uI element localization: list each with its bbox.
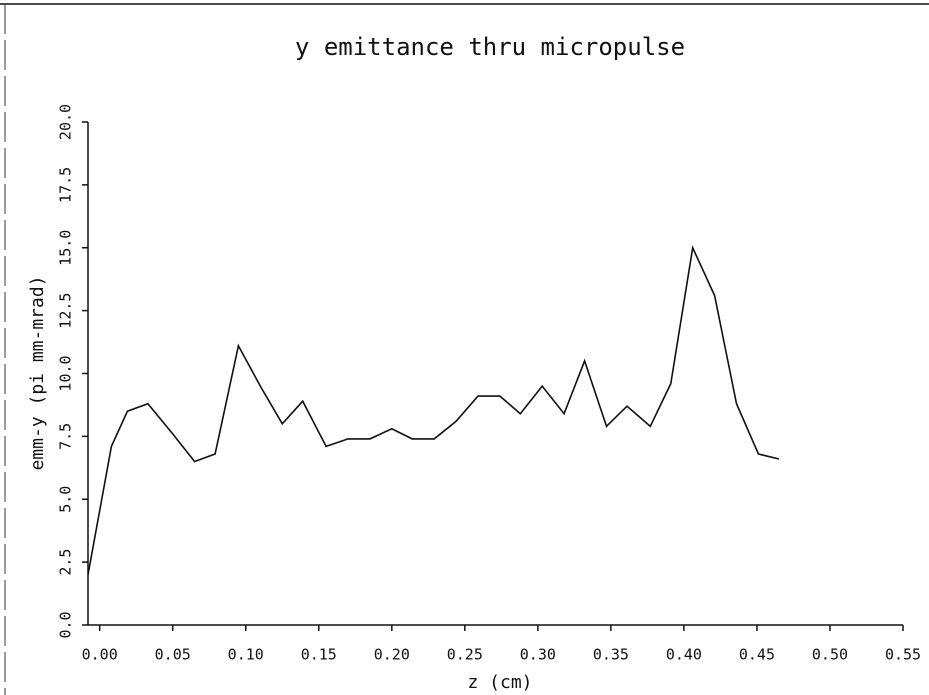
x-tick-label: 0.15 <box>301 646 337 664</box>
x-tick-label: 0.20 <box>374 646 410 664</box>
y-tick-label: 10.0 <box>57 355 75 391</box>
x-tick-label: 0.50 <box>812 646 848 664</box>
y-tick-label: 15.0 <box>57 230 75 266</box>
y-tick-label: 7.5 <box>57 423 75 450</box>
y-tick-label: 20.0 <box>57 104 75 140</box>
x-tick-label: 0.25 <box>447 646 483 664</box>
y-tick-label: 5.0 <box>57 486 75 513</box>
x-tick-label: 0.30 <box>520 646 556 664</box>
x-tick-label: 0.35 <box>593 646 629 664</box>
x-tick-label: 0.55 <box>885 646 921 664</box>
chart-title: y emittance thru micropulse <box>295 33 685 61</box>
x-tick-label: 0.40 <box>666 646 702 664</box>
y-tick-label: 12.5 <box>57 293 75 329</box>
x-axis-label: z (cm) <box>467 672 532 693</box>
y-tick-label: 17.5 <box>57 167 75 203</box>
x-tick-label: 0.10 <box>228 646 264 664</box>
y-tick-label: 2.5 <box>57 549 75 576</box>
x-tick-label: 0.45 <box>739 646 775 664</box>
x-tick-label: 0.00 <box>82 646 118 664</box>
x-tick-label: 0.05 <box>155 646 191 664</box>
data-line <box>87 245 780 575</box>
y-tick-label: 0.0 <box>57 611 75 638</box>
y-axis-label: emm-y (pi mm-mrad) <box>27 275 48 470</box>
